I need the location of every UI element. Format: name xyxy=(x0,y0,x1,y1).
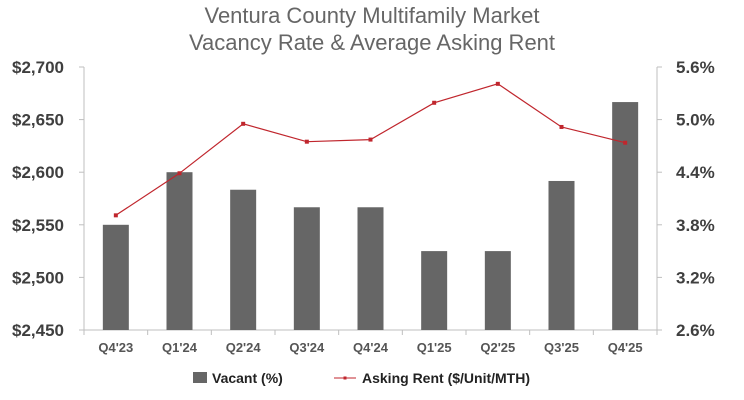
x-tick-label: Q1'25 xyxy=(417,340,452,355)
chart-title: Ventura County Multifamily Market Vacanc… xyxy=(189,3,555,55)
asking-rent-point xyxy=(559,124,564,129)
chart-title-line-2: Vacancy Rate & Average Asking Rent xyxy=(189,30,555,55)
vacancy-bar xyxy=(548,180,575,330)
vacancy-bar xyxy=(421,251,448,330)
chart-title-line-1: Ventura County Multifamily Market xyxy=(204,3,539,28)
left-tick-label: $2,650 xyxy=(12,111,64,130)
right-tick-label: 3.8% xyxy=(676,216,715,235)
legend-label-vacant: Vacant (%) xyxy=(212,370,283,386)
asking-rent-point xyxy=(623,140,628,145)
vacancy-bar xyxy=(293,207,320,330)
x-tick-label: Q3'25 xyxy=(544,340,579,355)
vacancy-bar xyxy=(230,189,257,330)
right-tick-label: 5.6% xyxy=(676,58,715,77)
x-axis-ticks: Q4'23 Q1'24 Q2'24 Q3'24 Q4'24 Q1'25 Q2'25 Q3'25… xyxy=(83,330,658,355)
asking-rent-point xyxy=(241,121,246,126)
right-tick-label: 4.4% xyxy=(676,163,715,182)
x-tick-label: Q3'24 xyxy=(289,340,325,355)
asking-rent-line-group xyxy=(113,81,628,218)
asking-rent-point xyxy=(113,213,118,218)
asking-rent-point xyxy=(495,81,500,86)
vacancy-bars xyxy=(102,102,639,330)
right-tick-label: 3.2% xyxy=(676,268,715,287)
vacancy-bar xyxy=(484,251,511,330)
asking-rent-point xyxy=(304,139,309,144)
asking-rent-point xyxy=(432,100,437,105)
x-tick-label: Q2'24 xyxy=(226,340,262,355)
x-tick-label: Q1'24 xyxy=(162,340,198,355)
legend-swatch-vacant xyxy=(193,372,207,383)
left-tick-label: $2,600 xyxy=(12,163,64,182)
vacancy-bar xyxy=(166,172,193,330)
x-tick-label: Q2'25 xyxy=(480,340,515,355)
right-tick-label: 2.6% xyxy=(676,321,715,340)
right-tick-label: 5.0% xyxy=(676,111,715,130)
asking-rent-point xyxy=(177,171,182,176)
left-tick-label: $2,550 xyxy=(12,216,64,235)
x-tick-label: Q4'24 xyxy=(353,340,389,355)
legend: Vacant (%) Asking Rent ($/Unit/MTH) xyxy=(193,370,530,386)
legend-label-asking-rent: Asking Rent ($/Unit/MTH) xyxy=(362,370,530,386)
right-axis-ticks: 2.6% 3.2% 3.8% 4.4% 5.0% 5.6% xyxy=(657,58,715,340)
left-tick-label: $2,700 xyxy=(12,58,64,77)
legend-swatch-rent-marker xyxy=(343,376,347,380)
left-axis-ticks: $2,450 $2,500 $2,550 $2,600 $2,650 $2,700 xyxy=(12,58,84,340)
x-tick-label: Q4'25 xyxy=(608,340,643,355)
vacancy-bar xyxy=(102,224,129,330)
x-tick-label: Q4'23 xyxy=(98,340,133,355)
vacancy-bar xyxy=(357,207,384,330)
left-tick-label: $2,450 xyxy=(12,321,64,340)
vacancy-bar xyxy=(612,102,639,330)
left-tick-label: $2,500 xyxy=(12,268,64,287)
asking-rent-point xyxy=(368,137,373,142)
